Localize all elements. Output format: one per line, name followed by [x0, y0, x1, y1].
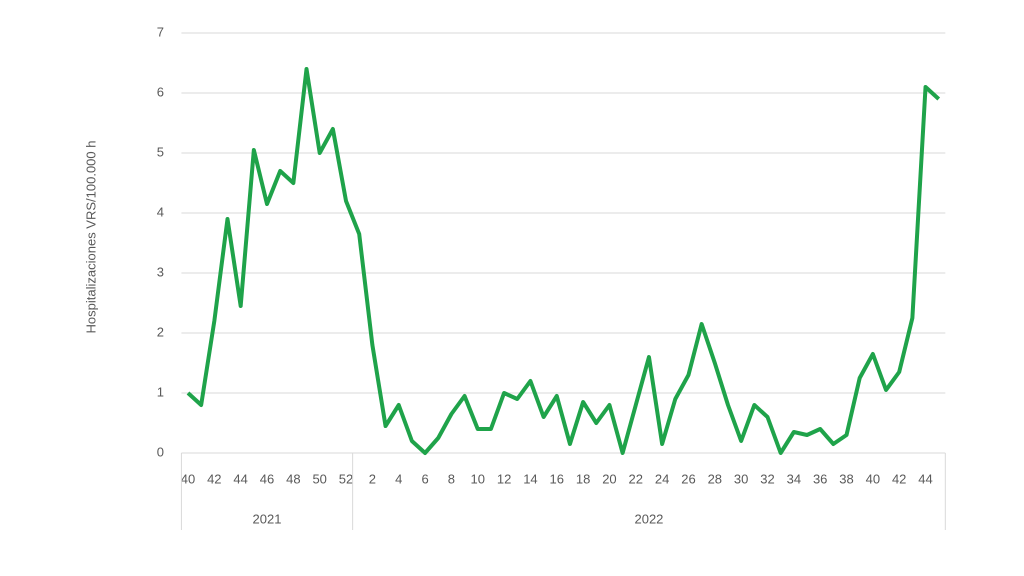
x-tick-label: 10	[471, 471, 485, 486]
x-tick-label: 22	[629, 471, 643, 486]
x-tick-label: 44	[233, 471, 247, 486]
x-tick-label: 26	[681, 471, 695, 486]
x-tick-label: 40	[181, 471, 195, 486]
y-tick-label: 4	[157, 204, 164, 219]
x-tick-label: 36	[813, 471, 827, 486]
y-tick-label: 1	[157, 384, 164, 399]
x-tick-label: 24	[655, 471, 669, 486]
x-tick-label: 42	[892, 471, 906, 486]
x-tick-label: 42	[207, 471, 221, 486]
x-tick-label: 50	[312, 471, 326, 486]
y-tick-label: 3	[157, 264, 164, 279]
y-axis-label: Hospitalizaciones VRS/100.000 h	[83, 141, 98, 334]
group-label: 2021	[253, 511, 282, 526]
y-tick-label: 0	[157, 444, 164, 459]
x-tick-label: 52	[339, 471, 353, 486]
y-tick-label: 5	[157, 144, 164, 159]
x-tick-label: 8	[448, 471, 455, 486]
y-tick-label: 2	[157, 324, 164, 339]
x-tick-label: 2	[369, 471, 376, 486]
x-tick-label: 16	[550, 471, 564, 486]
x-tick-label: 32	[760, 471, 774, 486]
x-tick-label: 38	[839, 471, 853, 486]
group-label: 2022	[634, 511, 663, 526]
x-tick-label: 46	[260, 471, 274, 486]
x-tick-label: 18	[576, 471, 590, 486]
x-tick-label: 4	[395, 471, 402, 486]
x-tick-label: 48	[286, 471, 300, 486]
y-tick-label: 6	[157, 84, 164, 99]
x-tick-label: 20	[602, 471, 616, 486]
x-tick-label: 12	[497, 471, 511, 486]
y-tick-label: 7	[157, 24, 164, 39]
data-line	[186, 67, 941, 455]
x-tick-label: 6	[421, 471, 428, 486]
x-tick-label: 34	[787, 471, 801, 486]
x-tick-label: 28	[708, 471, 722, 486]
x-tick-label: 40	[866, 471, 880, 486]
x-tick-label: 44	[918, 471, 932, 486]
x-tick-label: 14	[523, 471, 537, 486]
x-tick-label: 30	[734, 471, 748, 486]
